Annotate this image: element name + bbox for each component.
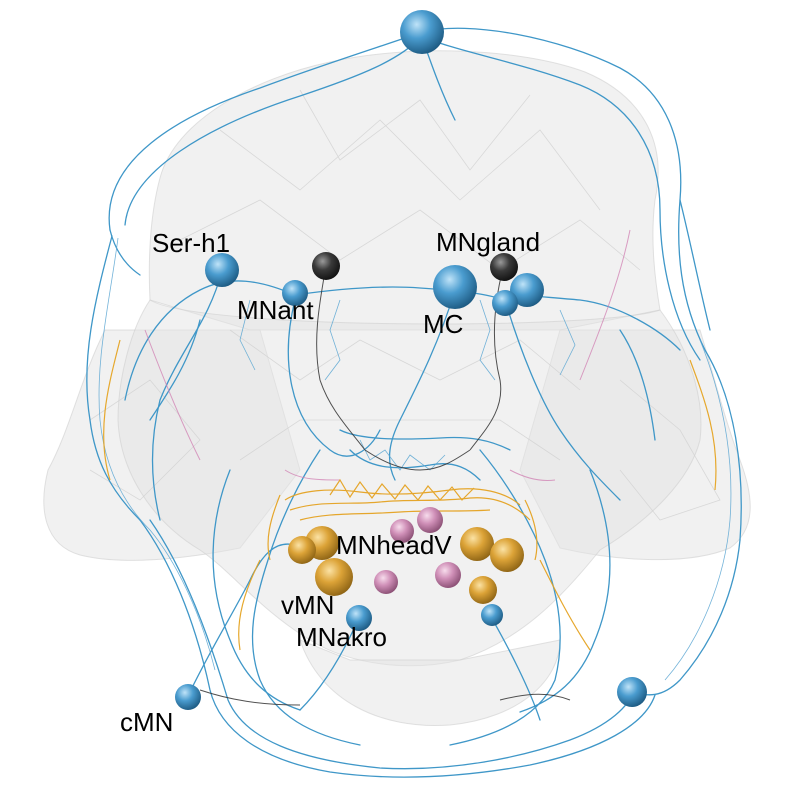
mesh-line xyxy=(229,329,581,391)
soma-ser-h1 xyxy=(205,253,239,287)
label-mnheadv: MNheadV xyxy=(336,530,452,560)
soma-mnant xyxy=(282,280,308,306)
label-mnant: MNant xyxy=(237,295,314,325)
neurite xyxy=(539,559,591,651)
neurite xyxy=(324,299,341,381)
label-mc: MC xyxy=(423,309,463,339)
label-mnakro: MNakro xyxy=(296,622,387,652)
soma-pink-2 xyxy=(390,519,414,543)
neurite xyxy=(316,265,366,451)
mesh-line xyxy=(299,89,531,171)
neurite xyxy=(479,299,496,381)
neurite xyxy=(299,619,359,711)
neurite xyxy=(124,35,701,361)
blue-neurites-thin xyxy=(98,237,732,681)
neurite xyxy=(151,269,223,521)
mesh-line xyxy=(89,379,201,501)
neurite xyxy=(149,319,201,421)
soma-orange-right-2 xyxy=(490,538,524,572)
neurite xyxy=(664,339,732,681)
neurite xyxy=(631,539,741,696)
neurite xyxy=(504,299,621,501)
cell-labels: Ser-h1 MNant MNgland MC MNheadV vMN MNak… xyxy=(120,227,540,737)
dark-neurites xyxy=(199,265,571,706)
neurite xyxy=(509,469,556,481)
neurite xyxy=(103,339,121,481)
body-mesh-lines xyxy=(89,89,721,521)
neurite xyxy=(294,286,506,301)
neurite xyxy=(489,614,541,721)
neurite xyxy=(339,429,511,451)
neurite xyxy=(212,469,301,711)
neurite xyxy=(499,693,571,701)
soma-mc xyxy=(433,265,477,309)
body-outline xyxy=(43,50,751,727)
neurite xyxy=(239,299,256,371)
neurite xyxy=(524,499,538,561)
soma-mnakro xyxy=(346,605,372,631)
neurite xyxy=(98,237,216,671)
body-bottom-lobe xyxy=(299,639,561,727)
neurite xyxy=(109,229,141,276)
neurite xyxy=(679,199,711,331)
label-vmn: vMN xyxy=(281,590,334,620)
neurite xyxy=(238,559,261,651)
soma-mngland-2 xyxy=(492,290,518,316)
soma-pink-3 xyxy=(374,570,398,594)
soma-mngland-1 xyxy=(510,273,544,307)
soma-blue-bottom-right xyxy=(617,677,647,707)
soma-orange-left-2 xyxy=(288,536,316,564)
neurite xyxy=(124,280,296,401)
neurite xyxy=(187,543,296,697)
label-mngland: MNgland xyxy=(436,227,540,257)
neurite xyxy=(689,359,717,491)
neurite xyxy=(559,309,576,376)
soma-blue-right xyxy=(481,604,503,626)
soma-dark-right xyxy=(490,253,518,281)
blue-neurites xyxy=(86,27,742,778)
label-ser-h1: Ser-h1 xyxy=(152,228,230,258)
mesh-line xyxy=(619,379,721,521)
body-head xyxy=(148,50,661,331)
neurite xyxy=(519,469,611,713)
label-cmn: cMN xyxy=(120,707,173,737)
soma-top-blue xyxy=(400,10,444,54)
orange-neurites xyxy=(103,339,717,651)
mesh-line xyxy=(179,199,641,271)
neurite xyxy=(579,229,631,381)
soma-vmn xyxy=(315,558,353,596)
somata xyxy=(175,10,647,710)
mesh-line xyxy=(219,119,601,211)
soma-orange-right-3 xyxy=(469,576,497,604)
body-center xyxy=(117,299,702,667)
soma-cmn xyxy=(175,684,201,710)
neurite xyxy=(359,439,446,471)
neurite xyxy=(299,509,491,521)
neurite xyxy=(149,519,633,770)
neurite xyxy=(284,469,341,481)
neurite xyxy=(349,449,481,481)
neurite xyxy=(144,329,201,461)
neurite xyxy=(139,519,656,778)
neurite xyxy=(251,449,361,746)
neurite xyxy=(86,235,141,521)
soma-pink-4 xyxy=(435,562,461,588)
neurite xyxy=(329,478,475,501)
neurite xyxy=(364,449,471,471)
neurite xyxy=(449,449,561,746)
neurite xyxy=(199,689,301,706)
neurite xyxy=(284,488,521,506)
soma-orange-right-1 xyxy=(460,527,494,561)
soma-pink-1 xyxy=(417,507,443,533)
pink-neurites xyxy=(144,229,631,481)
neurite xyxy=(267,494,281,561)
neurite xyxy=(388,289,456,481)
neurite xyxy=(289,497,531,521)
neurite xyxy=(108,27,742,541)
soma-dark-left xyxy=(312,252,340,280)
neurite xyxy=(619,329,656,441)
